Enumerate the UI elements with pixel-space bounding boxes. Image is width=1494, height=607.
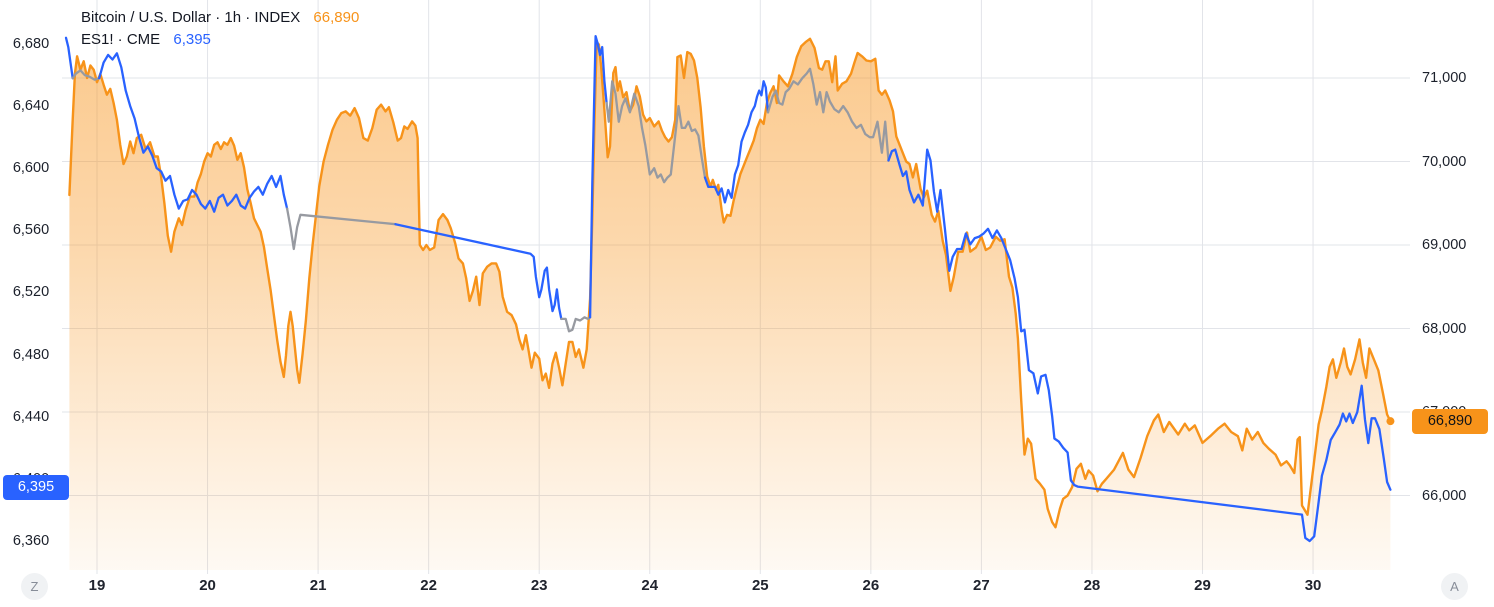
left-axis-tick: 6,640 (12, 98, 50, 115)
right-axis-tick: 70,000 (1422, 153, 1467, 170)
left-axis-tick: 6,560 (12, 222, 50, 239)
legend-row-es1[interactable]: ES1! · CME 6,395 (81, 29, 359, 51)
time-axis-tick: 19 (88, 577, 106, 594)
es-price-line-gap (605, 80, 707, 184)
legend-value-es1: 6,395 (173, 31, 211, 48)
time-axis-tick: 30 (1304, 577, 1322, 594)
left-axis-tick: 6,520 (12, 284, 50, 301)
legend: Bitcoin / U.S. Dollar · 1h · INDEX 66,89… (81, 7, 359, 51)
right-axis-tick: 68,000 (1422, 320, 1467, 337)
a-button[interactable]: A (1441, 573, 1468, 600)
left-axis-tick: 6,680 (12, 36, 50, 52)
time-axis-tick: 21 (309, 577, 327, 594)
time-axis-tick: 27 (973, 577, 990, 594)
es-price-line-gap (285, 207, 397, 251)
time-axis-tick: 26 (862, 577, 880, 594)
right-axis-tick: 69,000 (1422, 237, 1467, 253)
es-price-line-regular (887, 148, 1392, 543)
time-axis-tick: 23 (530, 577, 548, 594)
es-price-line-gap (560, 316, 592, 333)
es-price-line-regular (703, 80, 770, 204)
time-axis-tick: 28 (1083, 577, 1101, 594)
time-axis-tick: 29 (1194, 577, 1211, 594)
time-axis-tick: 25 (751, 577, 769, 594)
legend-symbol-es1: ES1! · CME (81, 31, 161, 48)
time-axis-tick: 24 (641, 577, 659, 594)
left-axis-tick: 6,600 (12, 160, 50, 177)
left-price-axis[interactable]: 6,6806,6406,6006,5606,5206,4806,4406,400… (0, 0, 69, 570)
z-button[interactable]: Z (21, 573, 48, 600)
es-price-line-gap (71, 69, 101, 81)
btc-price-line (68, 37, 1392, 529)
es-price-line-regular (588, 35, 608, 319)
es-price-line-gap (766, 67, 890, 162)
es-last-price-badge: 6,395 (3, 474, 69, 500)
time-axis-tick: 22 (420, 577, 437, 594)
time-axis[interactable]: Z A 19 20 21 22 23 24 25 26 27 28 29 30 (0, 570, 1494, 607)
left-axis-tick: 6,360 (12, 532, 50, 549)
btc-last-price-dot (1386, 417, 1395, 426)
es-price-line-regular (394, 223, 563, 321)
left-axis-tick: 6,440 (12, 408, 50, 425)
btc-area-fill (69, 38, 1391, 571)
es-price-line-regular (64, 36, 74, 80)
legend-value-btcusd: 66,890 (313, 9, 360, 26)
right-axis-tick: 71,000 (1422, 70, 1467, 86)
right-axis-tick: 66,000 (1422, 487, 1467, 504)
time-axis-tick: 20 (199, 577, 216, 594)
es-price-line-regular (98, 52, 289, 213)
legend-row-btcusd[interactable]: Bitcoin / U.S. Dollar · 1h · INDEX 66,89… (81, 7, 359, 29)
legend-symbol-btcusd: Bitcoin / U.S. Dollar · 1h · INDEX (81, 9, 301, 26)
right-price-axis[interactable]: 71,00070,00069,00068,00067,00066,00066,8… (1410, 0, 1494, 570)
left-axis-tick: 6,480 (12, 346, 50, 363)
btc-last-price-badge: 66,890 (1412, 409, 1488, 435)
